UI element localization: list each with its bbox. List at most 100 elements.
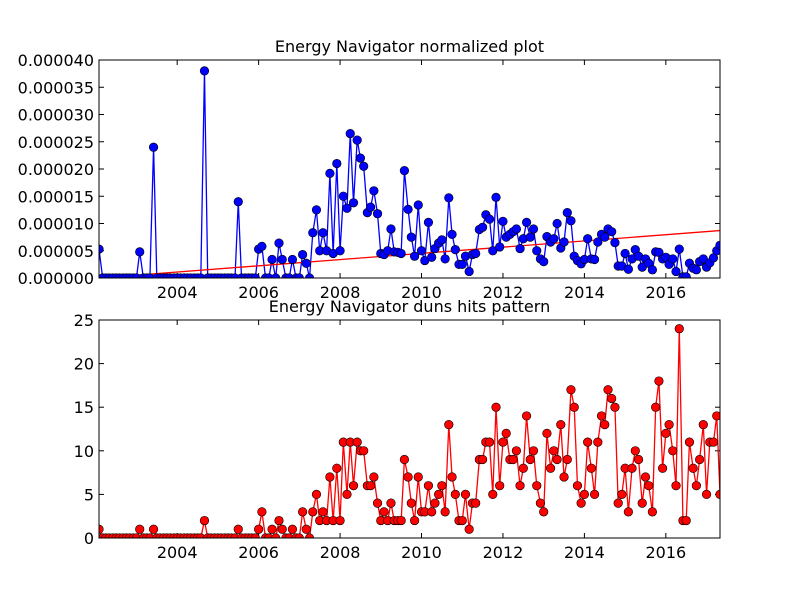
- point: [664, 420, 674, 430]
- point: [427, 252, 437, 262]
- point: [131, 533, 142, 538]
- point: [586, 463, 596, 473]
- point: [148, 142, 159, 152]
- point: [271, 533, 281, 538]
- point: [284, 273, 294, 278]
- y-tick-label: 5: [84, 485, 94, 504]
- point: [311, 489, 322, 500]
- point: [396, 248, 406, 259]
- point: [572, 481, 583, 491]
- point: [647, 507, 658, 517]
- point: [304, 533, 315, 538]
- point: [434, 489, 444, 500]
- point: [335, 246, 345, 256]
- point: [603, 385, 613, 395]
- x-tick-label: 2012: [483, 543, 524, 562]
- point: [498, 437, 508, 447]
- point: [338, 191, 348, 201]
- y-tick-label: 0.000040: [18, 51, 94, 70]
- point: [450, 245, 460, 255]
- point: [525, 454, 535, 465]
- point: [264, 273, 274, 278]
- point: [562, 208, 572, 218]
- point: [640, 472, 651, 482]
- point: [484, 214, 495, 224]
- point: [196, 273, 206, 278]
- point: [359, 161, 369, 171]
- y-tick-label: 0.000035: [18, 78, 94, 97]
- point: [199, 515, 210, 526]
- point: [495, 481, 505, 491]
- x-tick-label: 2010: [401, 283, 442, 302]
- point: [359, 446, 369, 456]
- point: [477, 454, 488, 465]
- point: [406, 232, 416, 242]
- point: [348, 481, 359, 491]
- point: [440, 254, 450, 264]
- point: [413, 472, 423, 482]
- point: [271, 273, 281, 278]
- y-tick-label: 15: [74, 398, 94, 417]
- point: [267, 524, 277, 534]
- point: [301, 258, 311, 268]
- point: [399, 454, 410, 465]
- y-tick-label: 0.000025: [18, 133, 94, 152]
- x-tick-label: 2008: [320, 543, 361, 562]
- point: [671, 481, 681, 491]
- point: [379, 507, 389, 517]
- point: [444, 420, 454, 430]
- point: [654, 376, 664, 386]
- point: [332, 463, 342, 473]
- point: [495, 242, 505, 252]
- point: [457, 259, 467, 269]
- y-tick-label: 0.000030: [18, 106, 94, 125]
- point: [369, 472, 379, 482]
- point: [668, 446, 678, 456]
- point: [569, 402, 579, 412]
- point: [294, 273, 304, 278]
- point: [294, 533, 304, 538]
- point: [630, 446, 640, 456]
- point: [600, 420, 610, 430]
- point: [610, 402, 620, 412]
- point: [277, 524, 287, 534]
- point: [148, 524, 159, 534]
- point: [674, 244, 684, 254]
- y-tick-label: 0: [84, 529, 94, 548]
- y-tick-label: 0.000010: [18, 215, 94, 234]
- point: [457, 515, 467, 526]
- point: [145, 533, 155, 538]
- point: [684, 437, 695, 447]
- point: [348, 198, 359, 208]
- x-tick-label: 2014: [564, 543, 605, 562]
- point: [671, 266, 681, 277]
- x-tick-label: 2006: [238, 543, 279, 562]
- point: [301, 524, 311, 534]
- y-tick-label: 0.000005: [18, 242, 94, 261]
- point: [135, 524, 145, 534]
- point: [464, 266, 474, 277]
- point: [416, 246, 427, 256]
- point: [199, 66, 210, 76]
- point: [515, 243, 525, 254]
- point: [403, 204, 413, 214]
- point: [409, 515, 420, 526]
- point: [491, 192, 501, 202]
- point: [399, 166, 410, 176]
- plot-frame: [98, 319, 721, 539]
- point: [257, 507, 267, 517]
- point: [566, 385, 576, 395]
- point: [566, 216, 576, 226]
- point: [559, 472, 569, 482]
- point: [257, 241, 267, 251]
- point: [515, 481, 525, 491]
- point: [668, 254, 678, 264]
- point: [539, 257, 549, 267]
- point: [589, 489, 600, 500]
- point: [352, 135, 362, 145]
- point: [695, 454, 705, 465]
- point: [681, 272, 691, 278]
- point: [342, 489, 352, 500]
- y-tick-label: 10: [74, 442, 94, 461]
- point: [715, 240, 720, 250]
